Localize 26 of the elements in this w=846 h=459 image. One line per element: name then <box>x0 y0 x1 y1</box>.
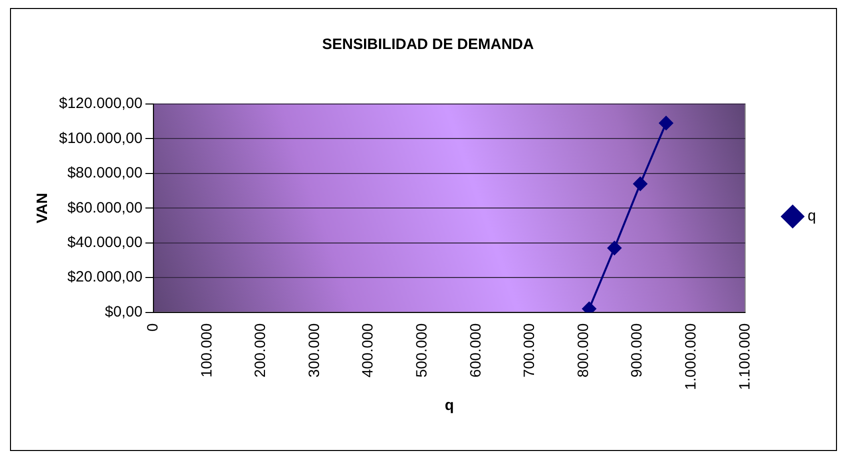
x-tick-label: 1.000.000 <box>682 323 700 390</box>
x-tick-label: 800.000 <box>574 323 592 378</box>
y-tick-label: $0,00 <box>104 303 142 320</box>
x-tick-label: 600.000 <box>467 323 484 378</box>
x-tick-label: 200.000 <box>252 323 270 378</box>
x-tick-label: 300.000 <box>306 323 323 378</box>
point <box>633 176 648 191</box>
y-axis-title: VAN <box>34 192 52 224</box>
x-tick-label: 900.000 <box>628 323 646 378</box>
point <box>659 116 674 130</box>
x-tick-label: 700.000 <box>521 323 538 378</box>
x-axis-title: q <box>444 397 454 414</box>
legend-label: q <box>808 208 816 225</box>
x-tick-label: 0 <box>144 323 162 332</box>
y-tick-label: $40.000,00 <box>67 234 142 251</box>
y-tick-label: $60.000,00 <box>67 199 142 216</box>
y-tick-label: $20.000,00 <box>67 268 142 286</box>
point <box>607 241 622 256</box>
y-tick-label: $100.000,00 <box>58 130 142 147</box>
x-tick-label: 100.000 <box>198 323 216 378</box>
x-tick-label: 400.000 <box>360 323 377 378</box>
x-tick-label: 1.100.000 <box>736 323 754 390</box>
y-tick-label: $120.000,00 <box>58 95 142 112</box>
chart-title: SENSIBILIDAD DE DEMANDA <box>322 36 534 54</box>
x-tick-label: 500.000 <box>414 323 431 378</box>
y-tick-label: $80.000,00 <box>67 164 142 182</box>
